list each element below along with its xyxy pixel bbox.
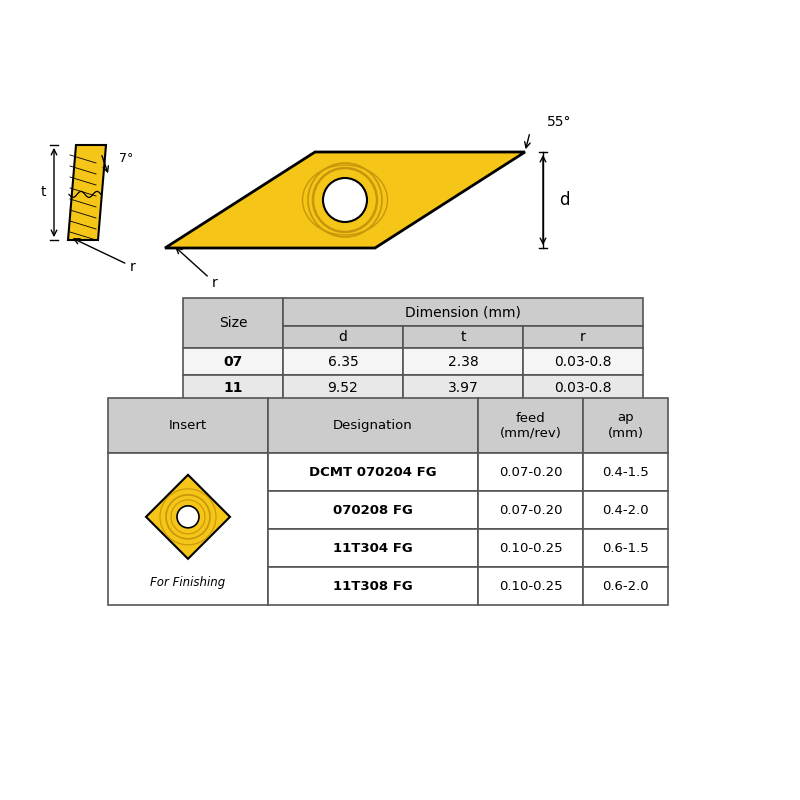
Text: r: r: [580, 330, 586, 344]
Bar: [283, 375, 403, 402]
Bar: [583, 491, 668, 529]
Polygon shape: [165, 152, 525, 248]
Text: 0.03-0.8: 0.03-0.8: [554, 382, 612, 395]
Bar: [283, 348, 403, 375]
Text: 11: 11: [223, 382, 242, 395]
Text: DCMT 070204 FG: DCMT 070204 FG: [309, 466, 437, 478]
Bar: [583, 453, 668, 491]
Bar: [478, 491, 583, 529]
Text: d: d: [338, 330, 347, 344]
Polygon shape: [68, 145, 106, 240]
Bar: [283, 298, 643, 326]
Text: r: r: [74, 238, 136, 274]
Bar: [583, 567, 668, 605]
Bar: [268, 491, 478, 529]
Text: 070208 FG: 070208 FG: [333, 503, 413, 517]
Text: feed
(mm/rev): feed (mm/rev): [499, 411, 562, 439]
Bar: [108, 398, 268, 453]
Text: Dimension (mm): Dimension (mm): [405, 305, 521, 319]
Text: Insert: Insert: [169, 419, 207, 432]
Bar: [478, 453, 583, 491]
Text: 2.38: 2.38: [448, 354, 478, 369]
Text: t: t: [460, 330, 466, 344]
Bar: [478, 529, 583, 567]
Text: 0.6-2.0: 0.6-2.0: [602, 579, 649, 593]
Bar: [283, 326, 403, 348]
Bar: [478, 567, 583, 605]
Text: ap
(mm): ap (mm): [607, 411, 643, 439]
Bar: [523, 375, 643, 402]
Bar: [403, 348, 523, 375]
Text: Designation: Designation: [333, 419, 413, 432]
Bar: [268, 453, 478, 491]
Text: 7°: 7°: [119, 151, 134, 165]
Bar: [183, 375, 283, 402]
Text: Size: Size: [218, 316, 247, 330]
Circle shape: [177, 506, 199, 528]
Bar: [523, 326, 643, 348]
Text: t: t: [41, 186, 46, 199]
Text: d: d: [559, 191, 570, 209]
Bar: [478, 398, 583, 453]
Bar: [583, 398, 668, 453]
Text: 0.03-0.8: 0.03-0.8: [554, 354, 612, 369]
Circle shape: [323, 178, 367, 222]
Bar: [583, 529, 668, 567]
Text: 9.52: 9.52: [328, 382, 358, 395]
Text: 0.07-0.20: 0.07-0.20: [498, 503, 562, 517]
Text: 07: 07: [223, 354, 242, 369]
Bar: [523, 348, 643, 375]
Text: 3.97: 3.97: [448, 382, 478, 395]
Text: 11T308 FG: 11T308 FG: [333, 579, 413, 593]
Bar: [268, 529, 478, 567]
Bar: [268, 398, 478, 453]
Text: 6.35: 6.35: [328, 354, 358, 369]
Text: 0.4-1.5: 0.4-1.5: [602, 466, 649, 478]
Bar: [108, 453, 268, 605]
Text: 0.10-0.25: 0.10-0.25: [498, 542, 562, 554]
Polygon shape: [146, 475, 230, 559]
Bar: [183, 298, 283, 348]
Bar: [183, 348, 283, 375]
Text: For Finishing: For Finishing: [150, 576, 226, 589]
Text: 0.10-0.25: 0.10-0.25: [498, 579, 562, 593]
Text: 0.07-0.20: 0.07-0.20: [498, 466, 562, 478]
Bar: [403, 326, 523, 348]
Text: 55°: 55°: [547, 115, 571, 129]
Text: 0.4-2.0: 0.4-2.0: [602, 503, 649, 517]
Text: 0.6-1.5: 0.6-1.5: [602, 542, 649, 554]
Bar: [403, 375, 523, 402]
Bar: [268, 567, 478, 605]
Text: r: r: [176, 248, 218, 290]
Text: 11T304 FG: 11T304 FG: [333, 542, 413, 554]
